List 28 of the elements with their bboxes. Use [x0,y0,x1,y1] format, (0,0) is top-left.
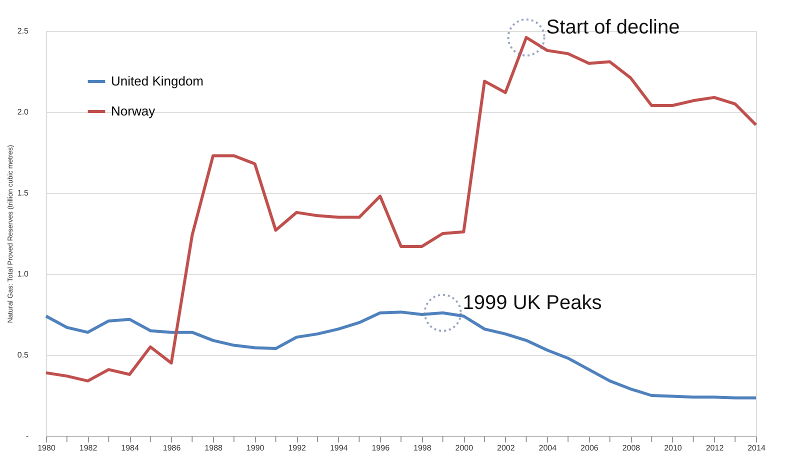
y-tick-label: 1.5 [17,188,30,198]
y-tick-label: 2.0 [17,108,30,116]
x-tick-label: 1988 [204,444,224,451]
x-tick-label: 2012 [706,444,724,451]
y-tick-label: 2.5 [17,26,30,36]
x-tick-label: 1992 [288,444,307,451]
x-tick-label: 1996 [372,444,390,451]
x-tick-label: 2010 [664,444,682,451]
y-tick-label: 0.5 [17,350,30,360]
x-tick-label: 2014 [748,444,766,451]
x-tick-label: 1994 [330,444,348,451]
x-tick-label: 2008 [622,444,641,451]
x-tick-label: 2004 [538,444,558,451]
x-tick-label: 2006 [580,444,599,451]
x-tick-label: 1986 [162,444,182,451]
annotation: 1999 UK Peaks [462,292,602,314]
x-tick-label: 1998 [413,444,432,451]
x-tick-label: 2000 [455,444,474,451]
annotation: Start of decline [546,16,680,38]
x-tick-label: 1984 [121,444,140,451]
legend-label: United Kingdom [111,74,204,88]
x-tick-label: 1982 [79,444,98,451]
x-tick-label: 1990 [246,444,265,451]
y-tick-label: - [26,432,29,440]
legend-label: Norway [111,104,156,118]
x-tick-label: 1980 [38,444,56,451]
x-tick-label: 2002 [497,444,516,451]
y-tick-label: 1.0 [17,270,30,278]
